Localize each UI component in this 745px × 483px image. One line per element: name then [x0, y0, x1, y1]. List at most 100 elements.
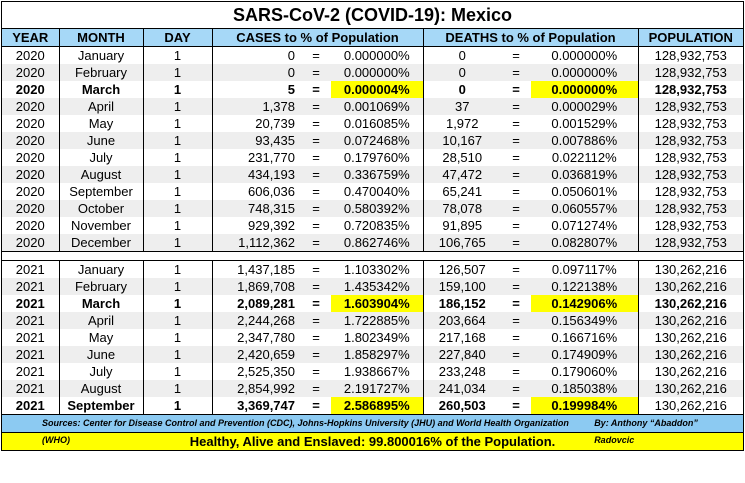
header-cases: CASES to % of Population	[211, 29, 423, 47]
cell-population: 130,262,216	[637, 380, 743, 397]
table-row: 2020 February 1 0 = 0.000000% 0 = 0.000000% 128,9…	[2, 64, 743, 81]
cell-day: 1	[142, 234, 212, 252]
cell-day: 1	[142, 295, 212, 312]
cell-year: 2021	[2, 397, 59, 415]
cell-month: August	[58, 380, 143, 397]
cell-population: 130,262,216	[637, 295, 743, 312]
cell-month: December	[58, 234, 143, 252]
cell-month: September	[58, 397, 143, 415]
cell-deaths: 126,507	[422, 260, 501, 278]
table-row: 2021 April 1 2,244,268 = 1.722885% 203,664 = 0.1…	[2, 312, 743, 329]
cell-deaths-pct: 0.166716%	[551, 330, 618, 345]
cell-deaths: 91,895	[422, 217, 501, 234]
cell-deaths: 159,100	[422, 278, 501, 295]
cell-deaths-pct: 0.001529%	[551, 116, 618, 131]
header-row: YEAR MONTH DAY CASES to % of Population …	[2, 29, 743, 47]
cell-month: July	[58, 363, 143, 380]
sources-bar: Sources: Center for Disease Control and …	[2, 415, 743, 445]
cell-year: 2021	[2, 278, 59, 295]
equals-sign: =	[312, 330, 320, 345]
sources-text: Sources: Center for Disease Control and …	[42, 418, 569, 445]
cell-cases: 606,036	[211, 183, 301, 200]
cell-cases-pct: 0.072468%	[331, 132, 423, 149]
cell-year: 2021	[2, 312, 59, 329]
cell-month: July	[58, 149, 143, 166]
cell-deaths-pct: 0.071274%	[551, 218, 618, 233]
cell-deaths-pct: 0.097117%	[551, 262, 617, 277]
cell-cases-pct: 0.862746%	[331, 234, 423, 252]
cell-deaths: 0	[422, 64, 501, 81]
cell-day: 1	[142, 380, 212, 397]
cell-year: 2020	[15, 218, 45, 233]
cell-day: 1	[142, 166, 212, 183]
cell-population: 128,932,753	[637, 166, 743, 183]
cell-cases-pct: 0.000000%	[343, 48, 410, 63]
cell-population: 130,262,216	[637, 363, 743, 380]
cell-population: 128,932,753	[637, 98, 743, 115]
table-row: 2020 August 1 434,193 = 0.336759% 47,472 = 0.036…	[2, 166, 743, 183]
cell-deaths: 0	[422, 81, 501, 98]
cell-year: 2020	[2, 234, 59, 252]
cell-cases-pct: 1.722885%	[331, 312, 423, 329]
cell-day: 1	[142, 132, 212, 149]
cell-deaths: 227,840	[422, 346, 501, 363]
cell-deaths-pct: 0.000000%	[531, 81, 638, 98]
cell-day: 1	[142, 200, 212, 217]
cell-cases-pct: 0.016085%	[343, 116, 410, 131]
cell-population: 128,932,753	[637, 234, 743, 252]
cell-month: January	[58, 46, 143, 64]
cell-year: 2021	[15, 296, 45, 311]
table-row: 2020 March 1 5 = 0.000004% 0 = 0.000000% 128,932,…	[2, 81, 743, 98]
cell-deaths-pct: 0.082807%	[531, 234, 638, 252]
equals-sign: =	[301, 397, 331, 415]
cell-year: 2021	[15, 330, 45, 345]
cell-deaths-pct: 0.007886%	[531, 132, 638, 149]
equals-sign: =	[301, 312, 331, 329]
table-row: 2020 May 1 20,739 = 0.016085% 1,972 = 0.001529% 1…	[2, 115, 743, 132]
cell-cases: 2,089,281	[211, 295, 301, 312]
cell-month: May	[58, 329, 143, 346]
equals-sign: =	[501, 200, 531, 217]
equals-sign: =	[301, 234, 331, 252]
equals-sign: =	[301, 166, 331, 183]
table-row: 2020 January 1 0 = 0.000000% 0 = 0.000000% 128,93…	[2, 46, 743, 64]
cell-year: 2021	[2, 380, 59, 397]
cell-deaths: 65,241	[422, 183, 501, 200]
header-year: YEAR	[2, 29, 59, 47]
cell-cases: 1,869,708	[211, 278, 301, 295]
cell-day: 1	[142, 81, 212, 98]
cell-cases-pct: 2.586895%	[331, 397, 423, 415]
table-title: SARS-CoV-2 (COVID-19): Mexico	[2, 2, 743, 29]
cell-month: April	[58, 312, 143, 329]
cell-deaths-pct: 0.060557%	[531, 200, 638, 217]
cell-cases-pct: 2.191727%	[331, 380, 423, 397]
equals-sign: =	[301, 200, 331, 217]
cell-cases: 2,420,659	[211, 346, 301, 363]
equals-sign: =	[512, 262, 520, 277]
cell-population: 130,262,216	[637, 329, 743, 346]
cell-year: 2020	[15, 184, 45, 199]
cell-population: 128,932,753	[637, 46, 743, 64]
table-row: 2020 April 1 1,378 = 0.001069% 37 = 0.000029% 128…	[2, 98, 743, 115]
equals-sign: =	[512, 116, 520, 131]
equals-sign: =	[501, 312, 531, 329]
cell-day: 1	[142, 260, 212, 278]
equals-sign: =	[501, 234, 531, 252]
cell-cases: 2,244,268	[211, 312, 301, 329]
cell-day: 1	[142, 397, 212, 415]
cell-deaths-pct: 0.185038%	[531, 380, 638, 397]
cell-population: 130,262,216	[637, 260, 743, 278]
cell-cases-pct: 0.179760%	[343, 150, 410, 165]
equals-sign: =	[301, 278, 331, 295]
cell-year: 2021	[15, 262, 45, 277]
cell-cases-pct: 1.603904%	[331, 295, 423, 312]
cell-year: 2020	[2, 132, 59, 149]
cell-deaths-pct: 0.000000%	[531, 64, 638, 81]
cell-cases: 93,435	[211, 132, 301, 149]
cell-deaths: 28,510	[422, 149, 501, 166]
cell-population: 130,262,216	[637, 346, 743, 363]
cell-year: 2020	[15, 116, 45, 131]
equals-sign: =	[512, 48, 520, 63]
cell-population: 130,262,216	[637, 312, 743, 329]
summary-footer: Healthy, Alive and Enslaved: 99.800016% …	[2, 433, 743, 450]
